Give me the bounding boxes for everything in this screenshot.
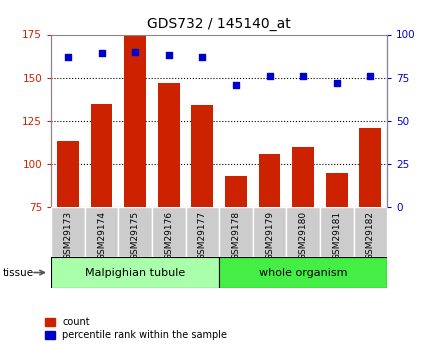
Text: GSM29176: GSM29176 xyxy=(164,211,173,260)
Text: GSM29173: GSM29173 xyxy=(64,211,73,260)
Bar xyxy=(124,34,146,207)
Bar xyxy=(259,154,280,207)
Text: tissue: tissue xyxy=(2,268,33,277)
Bar xyxy=(225,176,247,207)
Point xyxy=(65,54,72,60)
Text: GSM29178: GSM29178 xyxy=(231,211,240,260)
Point xyxy=(98,51,105,56)
Bar xyxy=(253,207,287,257)
Text: GSM29181: GSM29181 xyxy=(332,211,341,260)
Bar xyxy=(118,207,152,257)
Point xyxy=(333,80,340,86)
Bar xyxy=(219,207,253,257)
Point xyxy=(232,82,239,87)
Text: GSM29182: GSM29182 xyxy=(366,211,375,260)
Bar xyxy=(292,147,314,207)
Bar xyxy=(152,207,186,257)
Text: GSM29177: GSM29177 xyxy=(198,211,207,260)
Bar xyxy=(360,128,381,207)
Point xyxy=(132,49,139,55)
Bar xyxy=(219,257,387,288)
Text: GSM29180: GSM29180 xyxy=(299,211,307,260)
Text: whole organism: whole organism xyxy=(259,268,348,277)
Bar xyxy=(353,207,387,257)
Text: GSM29175: GSM29175 xyxy=(131,211,140,260)
Point xyxy=(299,73,307,79)
Bar xyxy=(287,207,320,257)
Legend: count, percentile rank within the sample: count, percentile rank within the sample xyxy=(45,317,227,340)
Bar xyxy=(57,141,79,207)
Bar xyxy=(51,207,85,257)
Bar xyxy=(91,104,113,207)
Point xyxy=(199,54,206,60)
Title: GDS732 / 145140_at: GDS732 / 145140_at xyxy=(147,17,291,31)
Bar xyxy=(85,207,118,257)
Text: GSM29179: GSM29179 xyxy=(265,211,274,260)
Point xyxy=(165,52,172,58)
Point xyxy=(367,73,374,79)
Text: Malpighian tubule: Malpighian tubule xyxy=(85,268,185,277)
Bar xyxy=(51,257,219,288)
Bar xyxy=(186,207,219,257)
Bar xyxy=(326,172,348,207)
Bar xyxy=(191,105,213,207)
Bar xyxy=(320,207,354,257)
Point xyxy=(266,73,273,79)
Text: GSM29174: GSM29174 xyxy=(97,211,106,260)
Bar xyxy=(158,83,180,207)
